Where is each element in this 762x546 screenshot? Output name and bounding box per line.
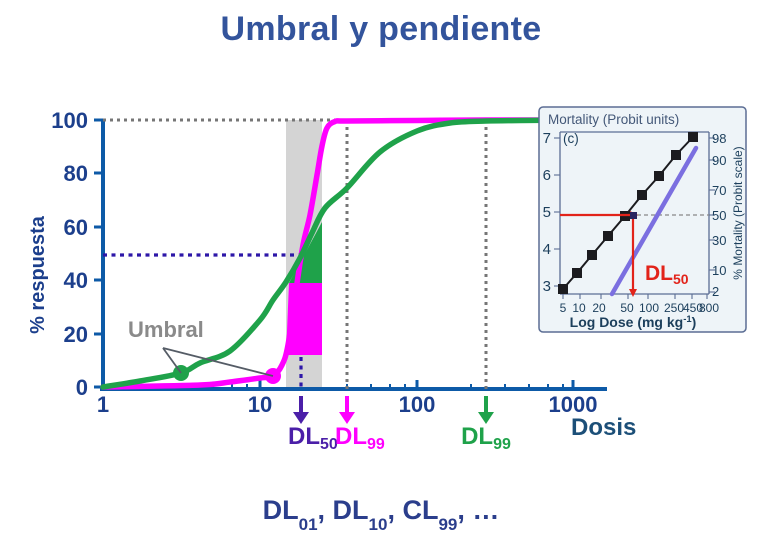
svg-text:2: 2 (712, 284, 719, 299)
svg-text:60: 60 (64, 215, 88, 240)
svg-text:5: 5 (560, 301, 567, 315)
svg-text:DL99: DL99 (461, 423, 511, 453)
svg-text:10: 10 (712, 263, 726, 278)
svg-text:Log Dose (mg kg-1): Log Dose (mg kg-1) (570, 314, 697, 330)
svg-text:0: 0 (76, 375, 88, 400)
svg-text:DL99: DL99 (335, 423, 385, 453)
svg-text:100: 100 (51, 108, 88, 133)
svg-text:40: 40 (64, 268, 88, 293)
svg-text:5: 5 (543, 204, 551, 221)
svg-text:250: 250 (664, 301, 684, 315)
svg-text:4: 4 (543, 241, 551, 258)
svg-text:6: 6 (543, 167, 551, 184)
svg-text:Umbral: Umbral (128, 317, 204, 342)
svg-text:3: 3 (543, 278, 551, 295)
svg-text:100: 100 (639, 301, 659, 315)
svg-text:20: 20 (592, 301, 606, 315)
svg-text:30: 30 (712, 233, 726, 248)
svg-text:1: 1 (97, 392, 109, 417)
svg-text:50: 50 (620, 301, 634, 315)
svg-text:Mortality (Probit units): Mortality (Probit units) (548, 112, 679, 127)
svg-text:20: 20 (64, 322, 88, 347)
svg-text:800: 800 (699, 301, 719, 315)
svg-text:90: 90 (712, 153, 726, 168)
svg-text:10: 10 (572, 301, 586, 315)
svg-text:Dosis: Dosis (571, 414, 636, 441)
svg-text:% respuesta: % respuesta (27, 215, 49, 334)
svg-text:7: 7 (543, 130, 551, 147)
svg-text:DL50: DL50 (288, 423, 338, 453)
svg-text:10: 10 (248, 392, 272, 417)
svg-text:50: 50 (712, 208, 726, 223)
svg-text:70: 70 (712, 183, 726, 198)
svg-text:100: 100 (399, 392, 436, 417)
svg-text:80: 80 (64, 161, 88, 186)
svg-text:% Mortality (Probit scale): % Mortality (Probit scale) (731, 146, 745, 279)
svg-text:98: 98 (712, 131, 726, 146)
svg-text:(c): (c) (563, 131, 579, 146)
